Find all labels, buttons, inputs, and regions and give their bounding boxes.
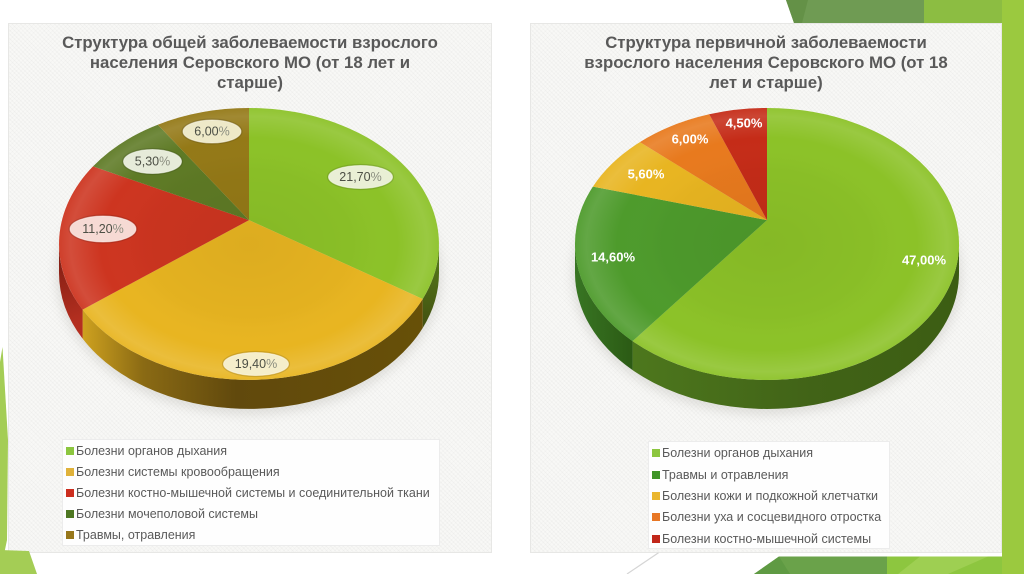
- svg-text:14,60%: 14,60%: [591, 250, 636, 265]
- svg-text:4,50%: 4,50%: [726, 116, 763, 131]
- svg-text:6,00%: 6,00%: [672, 132, 709, 147]
- svg-text:5,30%: 5,30%: [135, 155, 170, 169]
- svg-text:6,00%: 6,00%: [194, 125, 229, 139]
- svg-text:21,70%: 21,70%: [339, 170, 381, 184]
- svg-text:11,20%: 11,20%: [82, 222, 123, 236]
- svg-text:19,40%: 19,40%: [235, 357, 277, 371]
- svg-text:47,00%: 47,00%: [902, 253, 947, 268]
- svg-text:5,60%: 5,60%: [628, 167, 665, 182]
